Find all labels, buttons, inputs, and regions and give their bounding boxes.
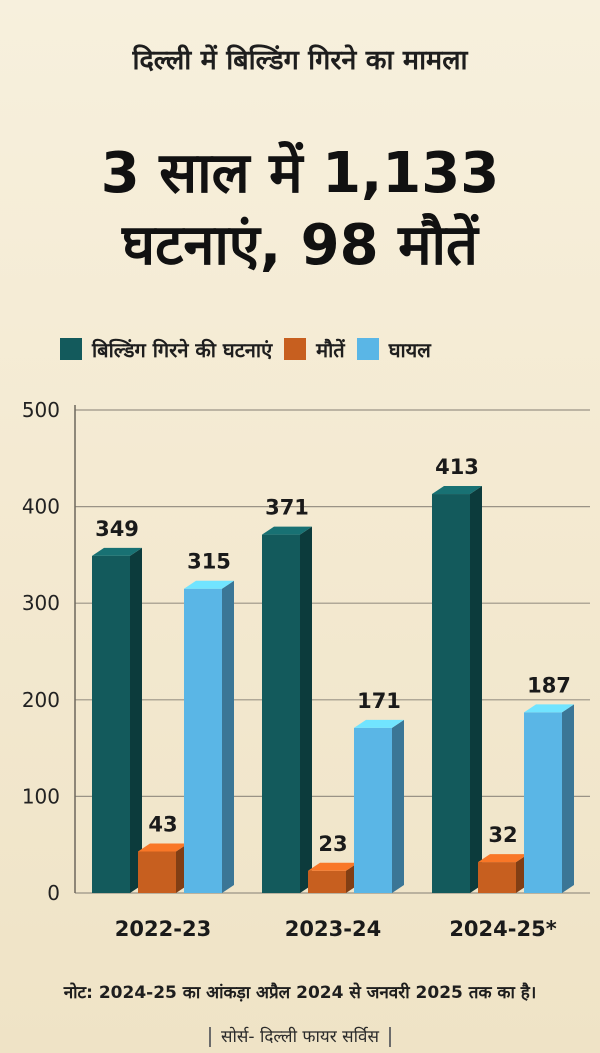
bar-side-0-0 [130,547,142,893]
legend-item-incidents: बिल्डिंग गिरने की घटनाएं [60,336,272,363]
bar-0-0 [92,555,130,893]
bar-chart: 0 100 200 300 400 500 349 43 315 2022-23 371 23 171 2… [22,398,590,941]
legend-label-deaths: मौतें [316,337,345,362]
bar-top-1-2 [478,854,528,863]
y-tick-label-300: 300 [22,591,60,615]
data-label-1-0: 43 [148,812,177,836]
bar-side-2-0 [222,580,234,893]
bar-1-1 [308,870,346,893]
legend-label-incidents: बिल्डिंग गिरने की घटनाएं [92,337,273,362]
bar-top-1-0 [138,843,188,852]
y-tick-label-100: 100 [22,784,60,808]
bar-top-2-1 [354,719,404,728]
legend: बिल्डिंग गिरने की घटनाएं मौतें घायल [60,334,443,364]
y-tick-label-200: 200 [22,688,60,712]
legend-swatch-deaths [284,338,307,360]
bar-top-2-0 [184,580,234,589]
kicker-title: दिल्ली में बिल्डिंग गिरने का मामला [132,45,468,76]
bar-top-1-1 [308,862,358,871]
headline: 3 साल में 1,133 घटनाएं, 98 मौतें [0,138,600,282]
bar-1-2 [478,862,516,893]
data-label-1-1: 23 [318,832,347,856]
legend-swatch-injured [356,338,379,360]
data-label-0-1: 371 [265,496,309,520]
y-tick-label-500: 500 [22,398,60,422]
data-label-2-0: 315 [187,550,231,574]
x-tick-label-2: 2024-25* [449,917,556,941]
bar-side-2-2 [562,704,574,893]
data-label-0-2: 413 [435,455,479,479]
bar-side-0-1 [300,526,312,893]
bar-top-2-2 [524,704,574,713]
data-label-2-2: 187 [527,673,571,697]
source-text: सोर्स- दिल्ली फायर सर्विस [221,1027,379,1047]
bar-side-0-2 [470,486,482,893]
bar-2-1 [354,727,392,893]
x-tick-label-0: 2022-23 [115,917,211,941]
data-label-0-0: 349 [95,517,139,541]
headline-line-2: घटनाएं, 98 मौतें [122,213,478,278]
x-tick-label-1: 2023-24 [285,917,381,941]
headline-line-1: 3 साल में 1,133 [100,141,500,206]
bar-side-2-1 [392,719,404,893]
bar-0-1 [262,534,300,893]
bar-top-0-1 [262,526,312,535]
bar-top-0-0 [92,547,142,556]
source-line: सोर्स- दिल्ली फायर सर्विस [0,1024,600,1047]
data-label-1-2: 32 [488,823,517,847]
source-divider-left [209,1027,212,1047]
bar-2-2 [524,712,562,893]
legend-item-deaths: मौतें [284,336,345,363]
source-divider-right [388,1027,391,1047]
legend-item-injured: घायल [356,336,431,363]
bar-top-0-2 [432,486,482,495]
bar-1-0 [138,851,176,893]
data-label-2-1: 171 [357,689,401,713]
legend-swatch-incidents [60,338,82,360]
y-tick-label-400: 400 [22,495,60,519]
legend-label-injured: घायल [388,337,431,362]
bar-0-2 [432,494,470,893]
bar-2-0 [184,588,222,893]
footnote: नोट: 2024-25 का आंकड़ा अप्रैल 2024 से जन… [63,983,537,1003]
y-tick-label-0: 0 [47,881,60,905]
